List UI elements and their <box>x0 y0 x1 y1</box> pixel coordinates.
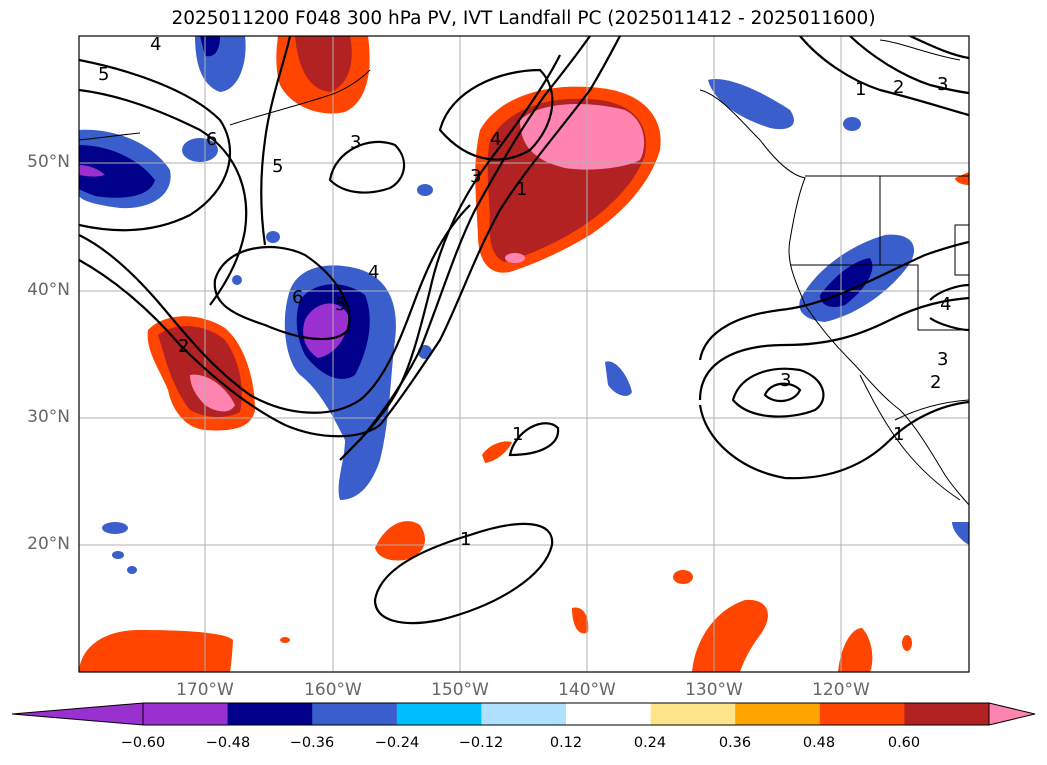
contour-lines <box>79 36 969 625</box>
lon-label: 140°W <box>558 680 616 700</box>
colorbar-tick-label: −0.12 <box>458 735 504 751</box>
colorbar-tick-label: −0.24 <box>374 735 420 751</box>
lat-label: 30°N <box>27 407 70 427</box>
colorbar-tick-label: −0.48 <box>205 735 251 751</box>
colorbar-cell <box>312 703 398 725</box>
gridlines <box>79 36 969 672</box>
contour-label: 1 <box>516 179 527 200</box>
contour-label: 2 <box>178 336 189 357</box>
colorbar-cells <box>143 703 990 725</box>
contour-label: 4 <box>940 294 951 315</box>
contour-label: 4 <box>150 34 161 55</box>
contour-label: 3 <box>780 370 791 391</box>
contour-label: 2 <box>930 372 941 393</box>
colorbar-tick-label: 0.12 <box>549 735 583 751</box>
colorbar-tick-label: 0.36 <box>718 735 752 751</box>
contour-label: 6 <box>206 129 217 150</box>
colorbar-tick-label: −0.60 <box>120 735 166 751</box>
contour-label: 1 <box>893 424 904 445</box>
contour-label: 3 <box>937 349 948 370</box>
contour-label: 4 <box>490 129 501 150</box>
negative-pv-regions <box>79 36 969 574</box>
lon-label: 150°W <box>431 680 489 700</box>
colorbar-cell <box>227 703 313 725</box>
colorbar-tick-label: −0.36 <box>289 735 335 751</box>
colorbar-tick-label: 0.60 <box>887 735 921 751</box>
contour-label: 3 <box>937 74 948 95</box>
lon-label: 130°W <box>685 680 743 700</box>
contour-label: 3 <box>350 132 361 153</box>
colorbar-extend-low <box>11 702 144 726</box>
lon-label: 120°W <box>812 680 870 700</box>
colorbar-cell <box>735 703 821 725</box>
colorbar <box>11 702 1036 726</box>
colorbar-cell <box>819 703 905 725</box>
lon-label: 170°W <box>176 680 234 700</box>
colorbar-cell <box>396 703 482 725</box>
contour-label: 5 <box>272 156 283 177</box>
colorbar-extend-high <box>988 702 1036 726</box>
contour-label: 6 <box>292 287 303 308</box>
lon-label: 160°W <box>304 680 362 700</box>
colorbar-tick-label: 0.24 <box>633 735 667 751</box>
contour-label: 2 <box>893 77 904 98</box>
colorbar-tick-label: 0.48 <box>802 735 836 751</box>
contour-label: 1 <box>855 79 866 100</box>
positive-pv-regions <box>79 36 969 672</box>
map-plot-area: 5 4 6 5 3 3 4 1 6 5 4 2 1 1 1 2 3 4 3 2 … <box>79 34 969 672</box>
contour-label: 5 <box>98 64 109 85</box>
colorbar-cell <box>566 703 652 725</box>
contour-label: 1 <box>460 529 471 550</box>
map-frame <box>78 35 970 673</box>
contour-label: 4 <box>368 262 379 283</box>
contour-label: 1 <box>512 424 523 445</box>
lat-label: 50°N <box>27 152 70 172</box>
contour-label-group: 5 4 6 5 3 3 4 1 6 5 4 2 1 1 1 2 3 4 3 2 … <box>98 34 951 550</box>
colorbar-cell <box>143 703 229 725</box>
colorbar-cell <box>650 703 736 725</box>
contour-label: 5 <box>335 294 346 315</box>
lat-label: 20°N <box>27 534 70 554</box>
contour-label: 3 <box>470 166 481 187</box>
colorbar-cell <box>904 703 990 725</box>
colorbar-cell <box>481 703 567 725</box>
figure-title: 2025011200 F048 300 hPa PV, IVT Landfall… <box>171 8 876 29</box>
lat-label: 40°N <box>27 280 70 300</box>
coastlines <box>79 39 969 506</box>
